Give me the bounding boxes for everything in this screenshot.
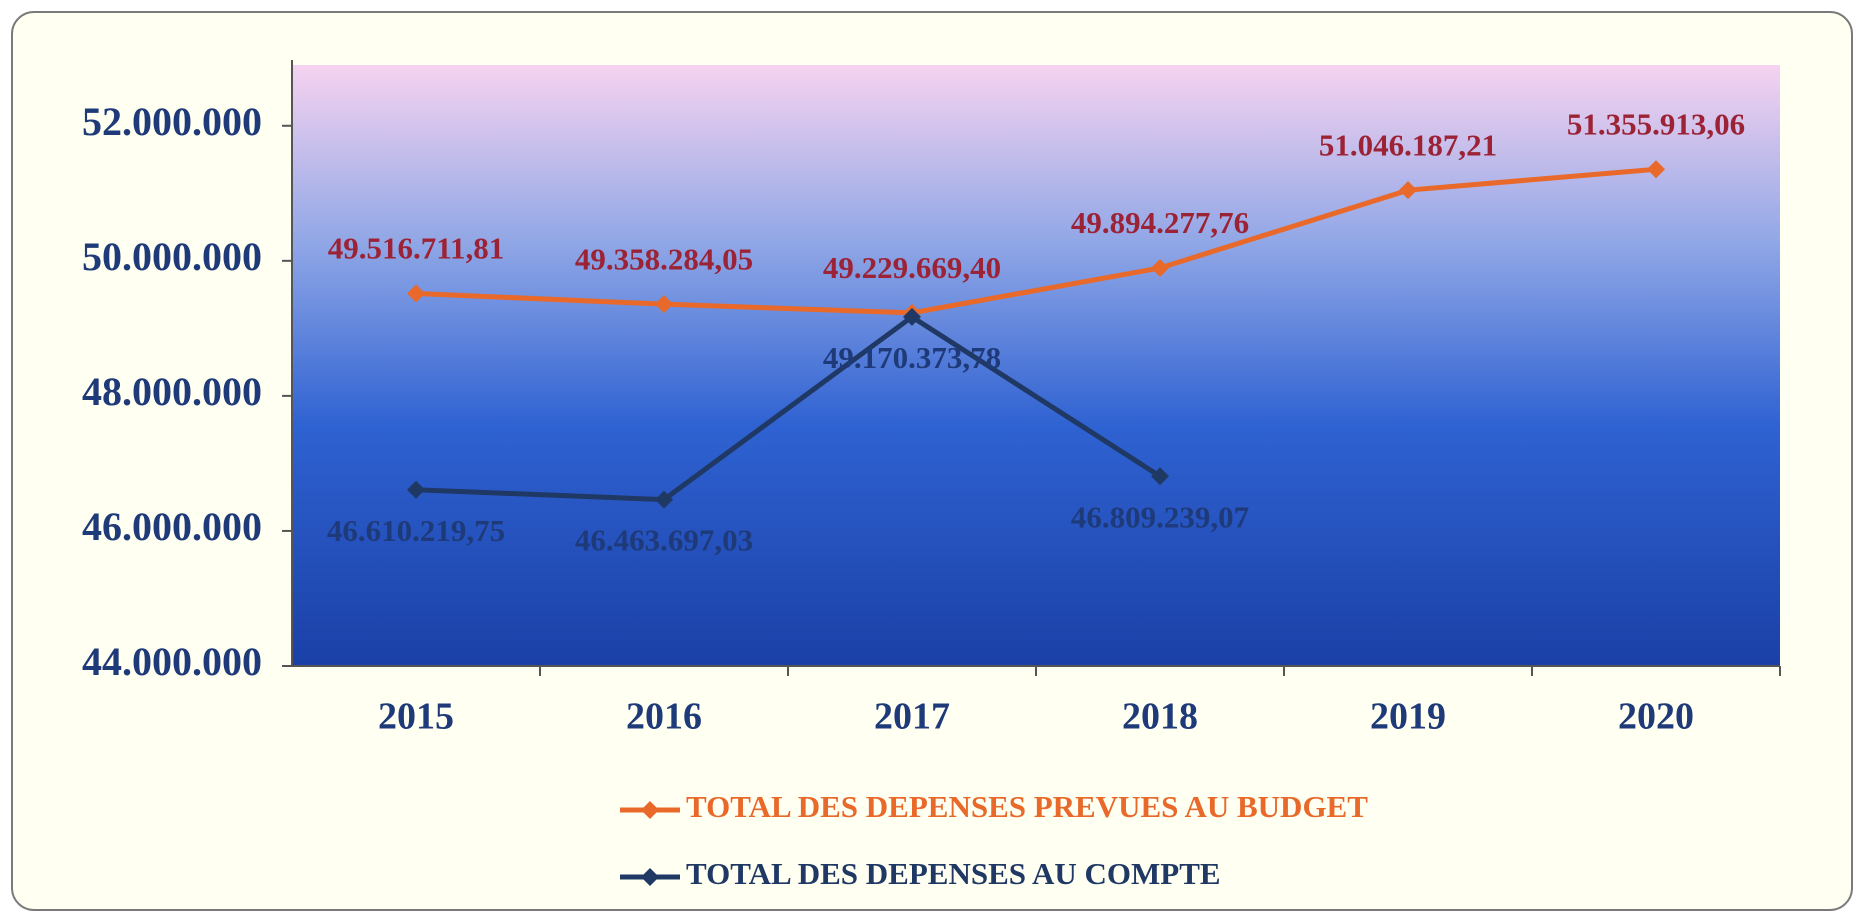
marker [1647, 160, 1665, 179]
value-label: 49.358.284,05 [575, 241, 753, 276]
x-tick-label: 2020 [1618, 696, 1694, 738]
marker [407, 284, 425, 303]
value-label: 51.355.913,06 [1567, 106, 1745, 141]
legend-marker [641, 801, 659, 819]
series-line [415, 166, 1657, 316]
value-label: 46.610.219,75 [327, 513, 505, 548]
x-tick-label: 2017 [874, 696, 950, 738]
marker [655, 295, 673, 314]
marker [407, 480, 425, 499]
value-label: 46.463.697,03 [575, 523, 753, 558]
x-tick-label: 2018 [1122, 696, 1198, 738]
marker [1151, 467, 1169, 486]
y-tick-label: 44.000.000 [82, 639, 262, 684]
y-tick-label: 50.000.000 [82, 234, 262, 279]
marker [1151, 258, 1169, 277]
y-tick-label: 46.000.000 [82, 504, 262, 549]
value-label: 49.170.373,78 [823, 340, 1001, 375]
value-label: 49.894.277,76 [1071, 205, 1249, 240]
value-label: 49.516.711,81 [328, 231, 505, 266]
value-label: 49.229.669,40 [823, 250, 1001, 285]
x-tick-label: 2019 [1370, 696, 1446, 738]
legend-label: TOTAL DES DEPENSES AU COMPTE [686, 856, 1221, 891]
x-tick-label: 2016 [626, 696, 702, 738]
legend-marker [641, 868, 659, 886]
marker [1399, 181, 1417, 200]
y-tick-label: 48.000.000 [82, 369, 262, 414]
plot-area [292, 65, 1780, 666]
marker [903, 307, 921, 326]
value-label: 51.046.187,21 [1319, 127, 1497, 162]
value-label: 46.809.239,07 [1071, 499, 1249, 534]
marker [655, 490, 673, 509]
y-tick-label: 52.000.000 [82, 99, 262, 144]
legend-label: TOTAL DES DEPENSES PREVUES AU BUDGET [686, 789, 1368, 824]
x-tick-label: 2015 [378, 696, 454, 738]
series-line [415, 313, 1162, 503]
